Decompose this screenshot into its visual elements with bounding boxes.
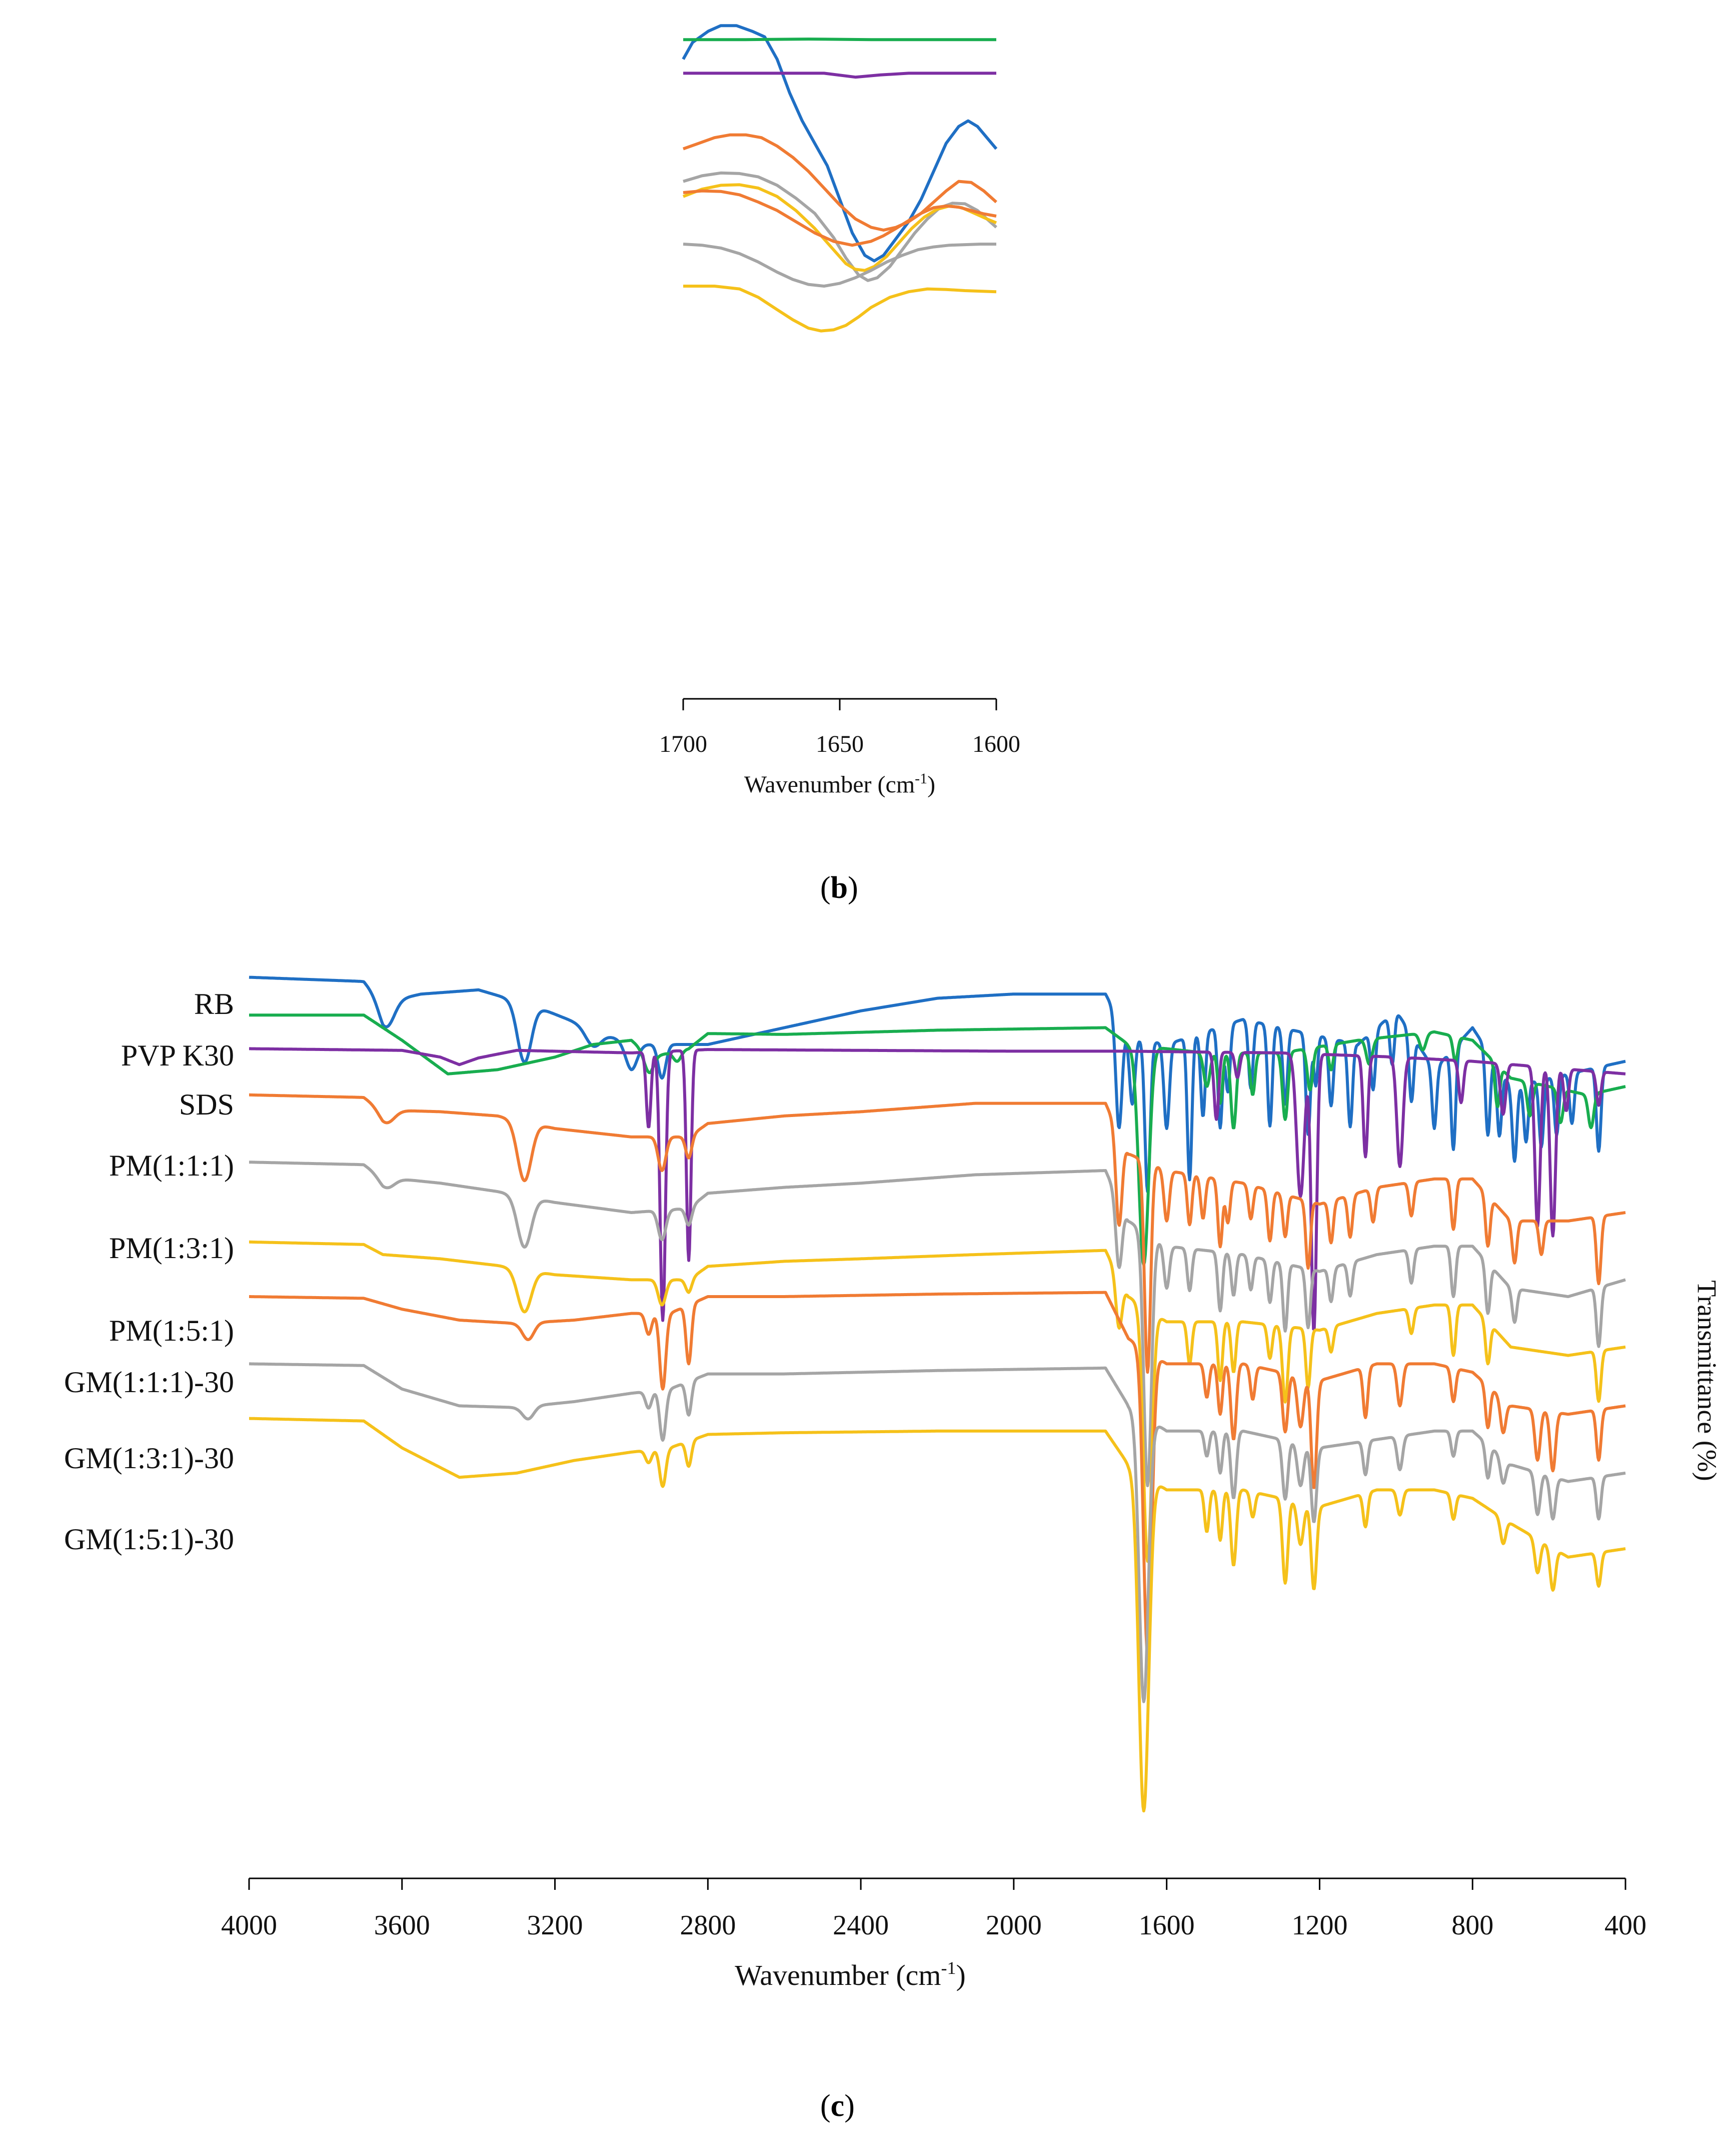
panel-c-x-axis-title-sup: -1 — [941, 1958, 956, 1978]
panel-c-legend-gm-1-3-1-30-7: GM(1:3:1)-30 — [64, 1442, 234, 1475]
panel-b-x-axis-title-sup: -1 — [915, 770, 927, 787]
panel-c-y-axis-title: Transmittance (%) — [1692, 1280, 1722, 1481]
panel-b-series-pm-1-1-1-3 — [682, 133, 998, 232]
panel-b-x-tick-label-1700: 1700 — [659, 731, 707, 757]
panel-c-series-gm-1-1-1-30-6 — [248, 1291, 1626, 1655]
panel-c-series-rb-0 — [248, 975, 1626, 1193]
panel-c-legend-rb-0: RB — [194, 987, 234, 1020]
panel-c-legend-gm-1-5-1-30-8: GM(1:5:1)-30 — [64, 1523, 234, 1556]
panel-c-chart: RB PVP K30 SDS PM(1:1:1) PM(1:3:1) PM(1:5:1) G… — [64, 975, 1722, 2123]
panel-c-series-pm-1-5-1-5 — [248, 1240, 1626, 1563]
panel-c-x-tick-label-2400: 2400 — [833, 1910, 889, 1941]
panel-c-x-tick-label-800: 800 — [1451, 1910, 1493, 1941]
panel-b-series-group — [682, 24, 998, 333]
panel-c-x-tick-label-1200: 1200 — [1291, 1910, 1347, 1941]
panel-c-x-ticks: 4000 3600 3200 2800 2400 2000 1600 1200 800 400 — [221, 1878, 1646, 1941]
panel-b-x-tick-label-1650: 1650 — [816, 731, 864, 757]
panel-b-series-gm-1-3-1-30-7 — [683, 243, 996, 288]
panel-b-series-pm-1-3-1-4 — [683, 171, 997, 282]
panel-b-series-gm-1-5-1-30-8 — [683, 285, 997, 333]
panel-b-x-axis-title: Wavenumber (cm-1) — [744, 770, 935, 798]
panel-c-legend-sds-2: SDS — [179, 1088, 234, 1121]
panel-c-x-tick-label-400: 400 — [1604, 1910, 1646, 1941]
panel-c-legend-pm-1-1-1-3: PM(1:1:1) — [109, 1149, 234, 1182]
panel-b-chart: 1700 1650 1600 Wavenumber (cm-1) (b) — [659, 24, 1020, 905]
panel-b-x-ticks: 1700 1650 1600 — [659, 699, 1020, 757]
panel-c-x-tick-label-1600: 1600 — [1139, 1910, 1195, 1941]
panel-b-series-pvp-k30-1 — [683, 38, 996, 42]
panel-c-label: (c) — [820, 2089, 855, 2123]
panel-c-series-pm-1-1-1-3 — [248, 1093, 1626, 1374]
panel-b-x-tick-label-1600: 1600 — [972, 731, 1020, 757]
panel-c-x-axis-title: Wavenumber (cm-1) — [735, 1958, 966, 1991]
panel-c-series-pvp-k30-1 — [248, 1013, 1626, 1267]
panel-c-x-tick-label-2000: 2000 — [986, 1910, 1042, 1941]
panel-c-series-gm-1-3-1-30-7 — [248, 1362, 1626, 1703]
panel-c-legend: RB PVP K30 SDS PM(1:1:1) PM(1:3:1) PM(1:5:1) G… — [64, 987, 234, 1556]
panel-c-x-tick-label-2800: 2800 — [680, 1910, 736, 1941]
panel-b-series-sds-2 — [683, 72, 996, 79]
panel-c-legend-pm-1-5-1-5: PM(1:5:1) — [109, 1314, 234, 1347]
panel-c-legend-pm-1-3-1-4: PM(1:3:1) — [109, 1232, 234, 1265]
panel-c-legend-pvp-k30-1: PVP K30 — [121, 1039, 234, 1072]
panel-c-series-group — [248, 975, 1626, 1813]
panel-b-series-rb-0 — [682, 24, 998, 263]
panel-c-x-tick-label-3200: 3200 — [527, 1910, 583, 1941]
panel-b-series-gm-1-1-1-30-6 — [683, 189, 997, 247]
panel-c-legend-gm-1-1-1-30-6: GM(1:1:1)-30 — [64, 1366, 234, 1399]
panel-b-label: (b) — [820, 871, 858, 905]
panel-c-series-sds-2 — [248, 1047, 1626, 1331]
panel-c-x-tick-label-3600: 3600 — [374, 1910, 430, 1941]
panel-c-series-pm-1-3-1-4 — [248, 1161, 1626, 1487]
panel-c-series-gm-1-5-1-30-8 — [248, 1417, 1626, 1813]
panel-c-x-tick-label-4000: 4000 — [221, 1910, 277, 1941]
